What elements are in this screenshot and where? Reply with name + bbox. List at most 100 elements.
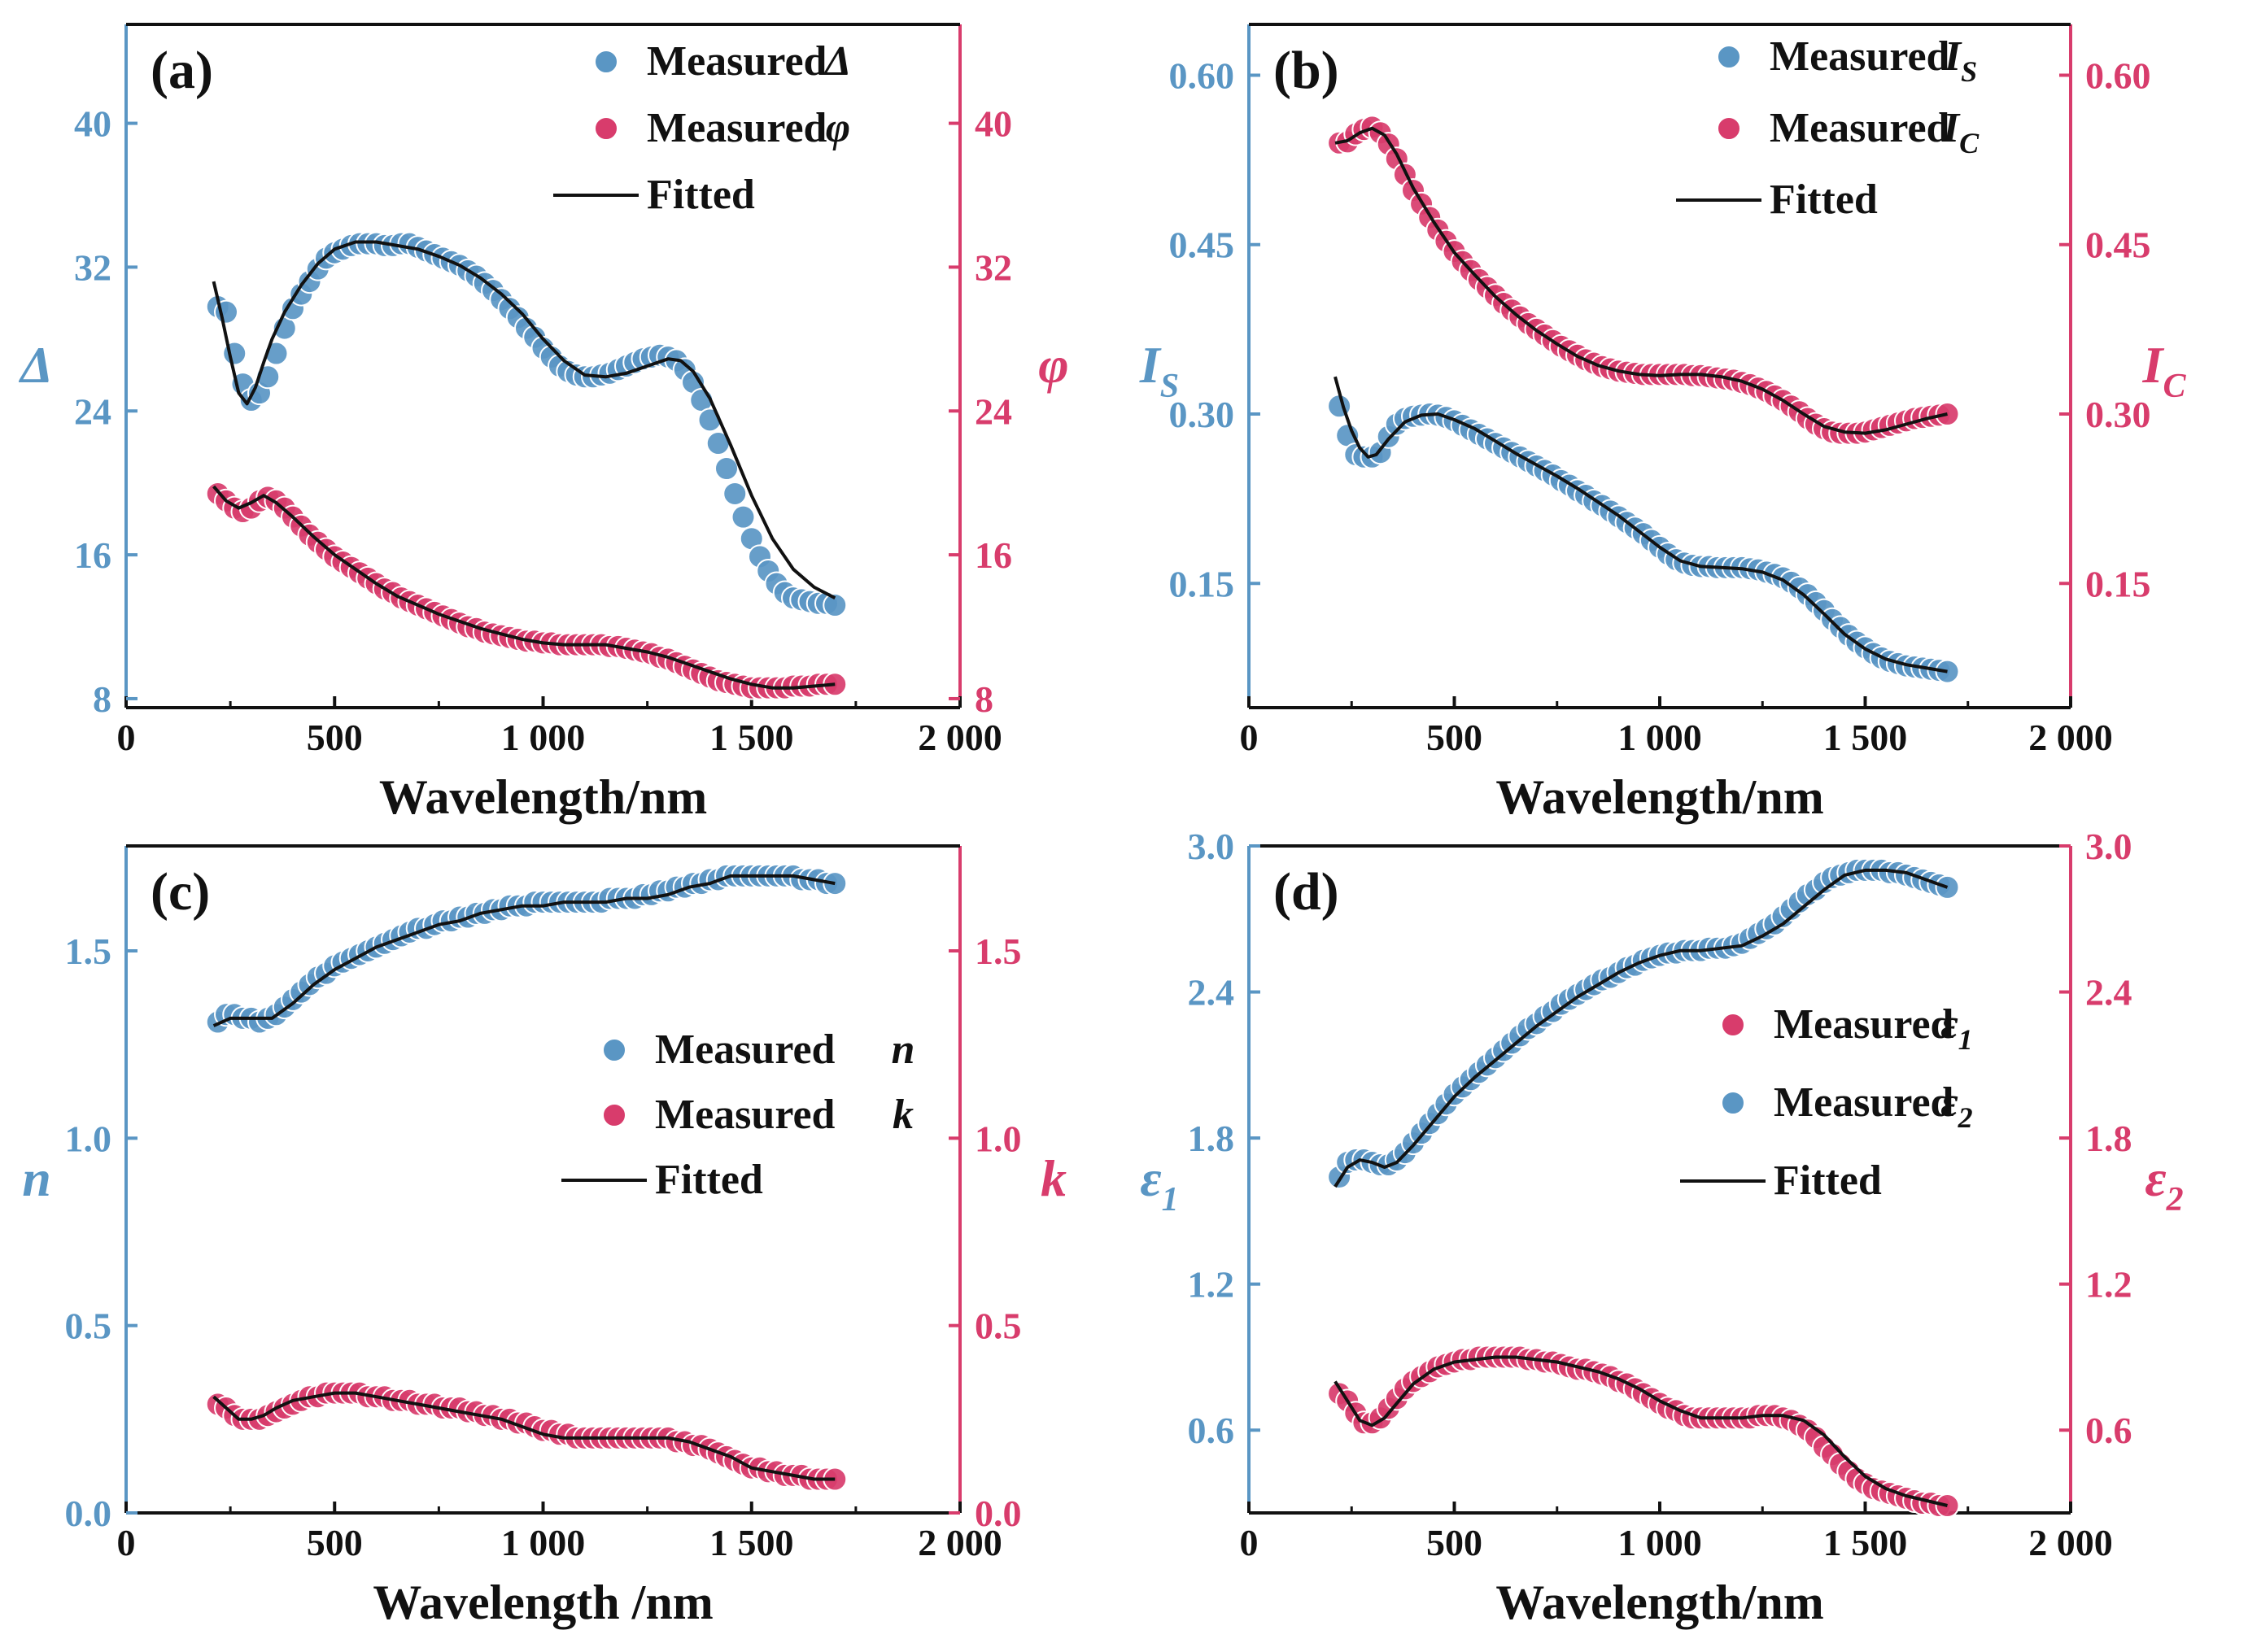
- right-tick-label: 0.45: [2085, 224, 2151, 266]
- fitted-line: [212, 485, 836, 690]
- x-tick-label: 1 500: [1823, 717, 1908, 758]
- data-point: [823, 593, 848, 617]
- fitted-line: [212, 1391, 836, 1481]
- left-tick-label: 8: [93, 678, 111, 720]
- legend-symbol: ε1: [1940, 1001, 1972, 1056]
- left-tick-label: 32: [74, 246, 111, 288]
- right-tick-label: 8: [975, 678, 993, 720]
- left-tick-label: 1.8: [1188, 1118, 1235, 1159]
- x-axis-label: Wavelength/nm: [1495, 770, 1823, 824]
- left-tick-label: 1.2: [1188, 1264, 1235, 1305]
- legend-symbol: k: [893, 1092, 914, 1138]
- left-tick-label: 40: [74, 103, 111, 145]
- x-axis-label: Wavelength/nm: [1495, 1576, 1823, 1629]
- right-tick-label: 0.5: [975, 1305, 1022, 1347]
- left-tick-label: 16: [74, 534, 111, 576]
- x-tick-label: 1 000: [1617, 1522, 1702, 1563]
- fitted-line: [1334, 868, 1949, 1188]
- panel-b: 0 500 1 000 1 500 2 000 Wavelength/nm 0.15 0.30…: [1139, 23, 2187, 824]
- x-tick-label: 2 000: [2028, 1522, 2113, 1563]
- x-tick-label: 1 500: [1823, 1522, 1908, 1563]
- x-tick-label: 0: [117, 717, 136, 758]
- legend-label: Measured: [647, 38, 827, 85]
- left-axis-title: Δ: [18, 336, 53, 394]
- legend-marker: [1721, 1091, 1745, 1115]
- fitted-line: [212, 240, 836, 599]
- legend-marker: [1717, 45, 1741, 69]
- right-tick-label: 3.0: [2085, 826, 2132, 867]
- panel-label: (d): [1273, 862, 1339, 922]
- left-tick-label: 0.45: [1169, 224, 1235, 266]
- legend-symbol: ε2: [1940, 1079, 1972, 1134]
- fitted-line: [1334, 126, 1948, 435]
- x-tick-label: 2 000: [918, 1522, 1002, 1563]
- legend-label: Measured: [647, 105, 827, 151]
- legend-label: Fitted: [1774, 1157, 1882, 1204]
- legend-marker: [594, 116, 618, 141]
- x-tick-label: 1 000: [1617, 717, 1702, 758]
- legend-label: Measured: [655, 1092, 836, 1138]
- right-tick-label: 1.2: [2085, 1264, 2132, 1305]
- right-tick-label: 0.0: [975, 1493, 1022, 1534]
- right-axis-title: k: [1041, 1149, 1067, 1207]
- data-point: [1935, 1493, 1960, 1519]
- left-axis-title: IS: [1139, 336, 1179, 405]
- legend-symbol: IC: [1942, 105, 1980, 159]
- legend-label: Fitted: [647, 172, 755, 218]
- panel-label: (b): [1273, 41, 1339, 100]
- left-tick-label: 1.5: [65, 931, 112, 972]
- data-point: [714, 456, 739, 481]
- panel-c: 0 500 1 000 1 500 2 000 Wavelength /nm 0.0 0.5 1…: [22, 844, 1067, 1629]
- legend-label: Fitted: [655, 1157, 763, 1203]
- right-tick-label: 24: [975, 390, 1012, 432]
- x-tick-label: 1 000: [501, 717, 586, 758]
- left-tick-label: 0.0: [65, 1493, 112, 1534]
- x-tick-label: 500: [1426, 1522, 1482, 1563]
- x-tick-label: 0: [1240, 1522, 1259, 1563]
- left-axis-title: ε1: [1140, 1149, 1178, 1218]
- right-tick-label: 1.8: [2085, 1118, 2132, 1159]
- left-tick-label: 3.0: [1188, 826, 1235, 867]
- x-tick-label: 0: [117, 1522, 136, 1563]
- right-tick-label: 40: [975, 103, 1012, 145]
- right-tick-label: 1.5: [975, 931, 1022, 972]
- x-tick-label: 1 000: [501, 1522, 586, 1563]
- legend-marker: [594, 50, 618, 74]
- legend-symbol: IS: [1944, 33, 1977, 88]
- left-tick-label: 0.30: [1169, 394, 1235, 435]
- panel-label: (c): [151, 862, 210, 922]
- legend-label: Measured: [1774, 1001, 1954, 1048]
- panel-d: 0 500 1 000 1 500 2 000 Wavelength/nm 0.6 1.2 1.…: [1140, 826, 2183, 1629]
- left-tick-label: 24: [74, 390, 111, 432]
- left-tick-label: 0.15: [1169, 563, 1235, 604]
- x-axis-label: Wavelength/nm: [379, 770, 707, 824]
- legend-label: Measured: [1770, 33, 1950, 80]
- legend-symbol: Δ: [823, 38, 852, 85]
- x-tick-label: 2 000: [918, 717, 1002, 758]
- panel-label: (a): [151, 41, 213, 100]
- legend-label: Measured: [1774, 1079, 1954, 1126]
- right-tick-label: 2.4: [2085, 972, 2132, 1013]
- left-axis-title: n: [22, 1149, 51, 1207]
- fitted-line: [212, 874, 836, 1027]
- fitted-line: [1334, 376, 1948, 673]
- right-tick-label: 0.30: [2085, 394, 2151, 435]
- right-tick-label: 0.15: [2085, 563, 2151, 604]
- legend-label: Measured: [655, 1027, 836, 1073]
- x-tick-label: 500: [307, 717, 363, 758]
- right-tick-label: 0.6: [2085, 1410, 2132, 1451]
- right-axis-title: φ: [1038, 336, 1068, 394]
- right-axis-title: IC: [2142, 336, 2187, 405]
- right-tick-label: 16: [975, 534, 1012, 576]
- x-tick-label: 1 500: [709, 717, 794, 758]
- legend-marker: [1717, 116, 1741, 141]
- legend-symbol: n: [892, 1027, 915, 1073]
- right-tick-label: 32: [975, 246, 1012, 288]
- right-tick-label: 1.0: [975, 1118, 1022, 1159]
- x-tick-label: 1 500: [709, 1522, 794, 1563]
- left-tick-label: 0.60: [1169, 54, 1235, 96]
- data-point: [722, 481, 748, 506]
- x-axis-label: Wavelength /nm: [373, 1576, 713, 1629]
- x-tick-label: 0: [1240, 717, 1259, 758]
